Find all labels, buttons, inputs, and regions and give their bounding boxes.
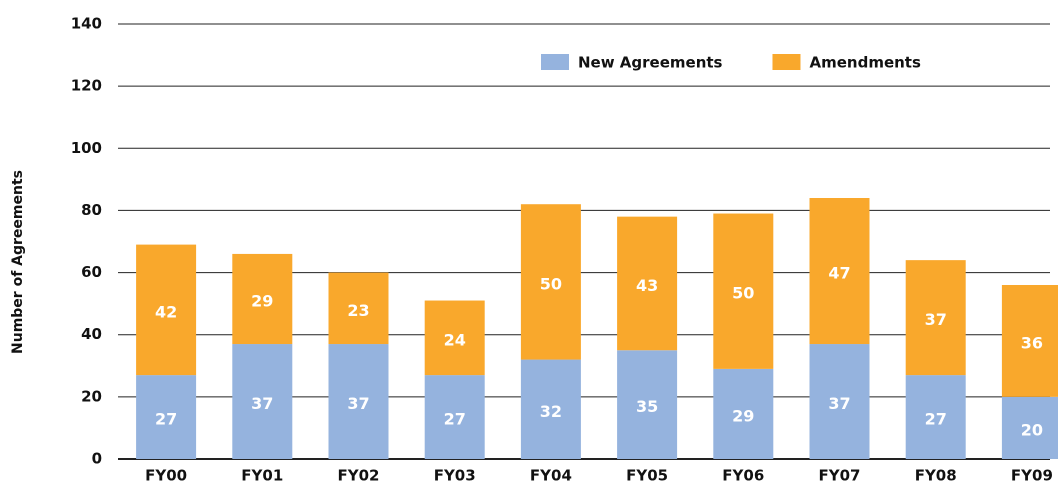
data-label: 27 xyxy=(925,410,947,429)
data-label: 42 xyxy=(155,302,177,321)
x-tick-label: FY08 xyxy=(915,467,957,485)
x-tick-label: FY07 xyxy=(819,467,861,485)
bar-segment xyxy=(520,204,581,360)
bar-segment xyxy=(136,375,197,459)
data-label: 43 xyxy=(636,276,658,295)
y-tick-label: 40 xyxy=(81,325,102,343)
x-tick-label: FY01 xyxy=(241,467,283,485)
bar-segment xyxy=(424,375,485,459)
data-label: 50 xyxy=(732,284,754,303)
legend-swatch xyxy=(541,54,569,70)
y-tick-label: 20 xyxy=(81,387,102,405)
bar-segment xyxy=(136,244,197,376)
x-tick-label: FY02 xyxy=(338,467,380,485)
bar-segment xyxy=(905,260,966,376)
legend-label: Amendments xyxy=(809,54,920,72)
data-label: 27 xyxy=(444,410,466,429)
bar-segment xyxy=(520,359,581,459)
bar-segment xyxy=(713,213,774,369)
data-label: 47 xyxy=(828,264,850,283)
y-tick-label: 100 xyxy=(71,139,102,157)
data-label: 20 xyxy=(1021,420,1043,439)
data-label: 23 xyxy=(347,301,369,320)
y-tick-label: 80 xyxy=(81,201,102,219)
data-label: 36 xyxy=(1021,333,1043,352)
bar-segment xyxy=(713,368,774,459)
data-label: 35 xyxy=(636,397,658,416)
x-tick-label: FY00 xyxy=(145,467,187,485)
legend-label: New Agreements xyxy=(578,54,723,72)
bar-segment xyxy=(1001,396,1058,459)
bar-segment xyxy=(809,198,870,345)
bar-segment xyxy=(809,344,870,459)
data-label: 37 xyxy=(347,394,369,413)
bar-segment xyxy=(617,216,678,351)
bar-segment xyxy=(1001,285,1058,397)
data-label: 37 xyxy=(828,394,850,413)
data-label: 29 xyxy=(251,291,273,310)
legend-swatch xyxy=(772,54,801,70)
bar-segment xyxy=(232,344,293,459)
data-label: 29 xyxy=(732,406,754,425)
bar-segment xyxy=(617,350,678,459)
y-tick-label: 0 xyxy=(92,450,102,468)
bar-segment xyxy=(905,375,966,459)
x-tick-label: FY06 xyxy=(722,467,764,485)
y-tick-label: 120 xyxy=(71,77,102,95)
data-label: 24 xyxy=(444,330,466,349)
x-tick-label: FY04 xyxy=(530,467,572,485)
x-tick-label: FY03 xyxy=(434,467,476,485)
data-label: 37 xyxy=(251,394,273,413)
y-tick-label: 60 xyxy=(81,263,102,281)
bar-segment xyxy=(328,272,389,345)
y-axis-label: Number of Agreements xyxy=(10,170,26,354)
data-label: 50 xyxy=(540,274,562,293)
y-tick-label: 140 xyxy=(71,15,102,33)
bar-segment xyxy=(424,300,485,376)
data-label: 37 xyxy=(925,310,947,329)
bar-segment xyxy=(328,344,389,459)
x-tick-label: FY09 xyxy=(1011,467,1053,485)
data-label: 27 xyxy=(155,410,177,429)
data-label: 32 xyxy=(540,402,562,421)
bar-segment xyxy=(232,253,293,345)
x-tick-label: FY05 xyxy=(626,467,668,485)
